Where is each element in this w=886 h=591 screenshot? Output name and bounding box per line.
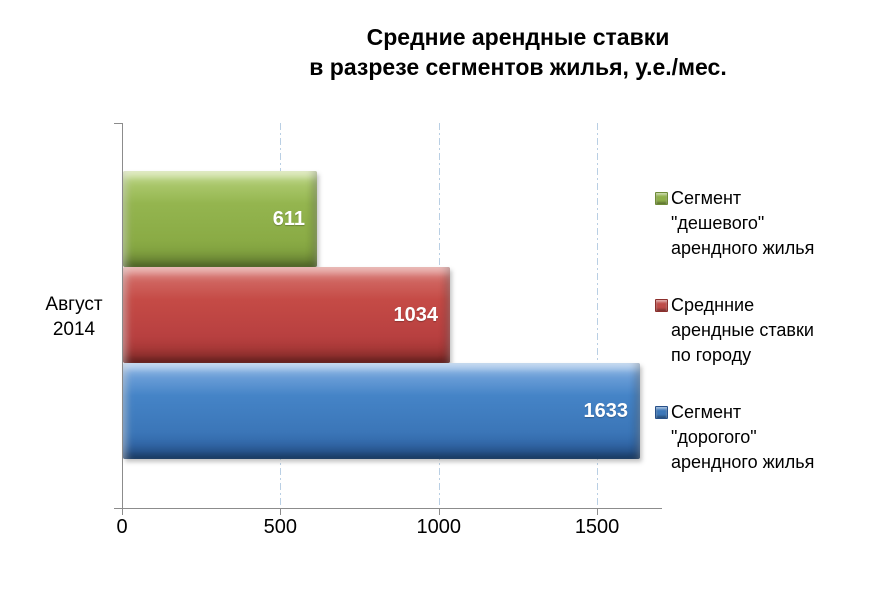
value-axis-line bbox=[114, 508, 662, 509]
chart-title: Средние арендные ставки в разрезе сегмен… bbox=[309, 24, 727, 80]
category-axis-tick bbox=[114, 123, 123, 124]
x-tick-label-500: 500 bbox=[263, 516, 298, 538]
bar-value-label: 611 bbox=[272, 207, 305, 230]
bar-value-label: 1633 bbox=[583, 399, 629, 422]
gridline-1500 bbox=[597, 123, 599, 508]
x-tick-label-0: 0 bbox=[116, 516, 128, 538]
bar-city-average: 1034 bbox=[123, 267, 450, 363]
axis-tick-1000 bbox=[438, 508, 440, 515]
legend-item-cheap-segment: Сегмент "дешевого" арендного жилья bbox=[655, 186, 814, 261]
legend-item-label: Сегмент "дешевого" арендного жилья bbox=[671, 188, 815, 258]
category-label: Август 2014 bbox=[45, 294, 103, 340]
bar-cheap-segment: 611 bbox=[123, 171, 317, 267]
bar-expensive-segment: 1633 bbox=[123, 363, 640, 459]
axis-tick-500 bbox=[280, 508, 282, 515]
legend-item-label: Сегмент "дорогого" арендного жилья bbox=[671, 402, 815, 472]
legend-color-swatch-icon bbox=[655, 192, 668, 205]
legend-item-expensive-segment: Сегмент "дорогого" арендного жилья bbox=[655, 400, 814, 475]
x-tick-label-1000: 1000 bbox=[416, 516, 461, 538]
legend-item-city-average: Среднние арендные ставки по городу bbox=[655, 293, 814, 368]
legend-color-swatch-icon bbox=[655, 299, 668, 312]
bar-value-label: 1034 bbox=[393, 303, 439, 326]
category-axis-line bbox=[122, 123, 123, 514]
x-tick-label-1500: 1500 bbox=[574, 516, 620, 538]
axis-tick-1500 bbox=[597, 508, 599, 515]
axis-tick-0 bbox=[122, 508, 123, 515]
legend-color-swatch-icon bbox=[655, 406, 668, 419]
legend-item-label: Среднние арендные ставки по городу bbox=[671, 295, 814, 365]
